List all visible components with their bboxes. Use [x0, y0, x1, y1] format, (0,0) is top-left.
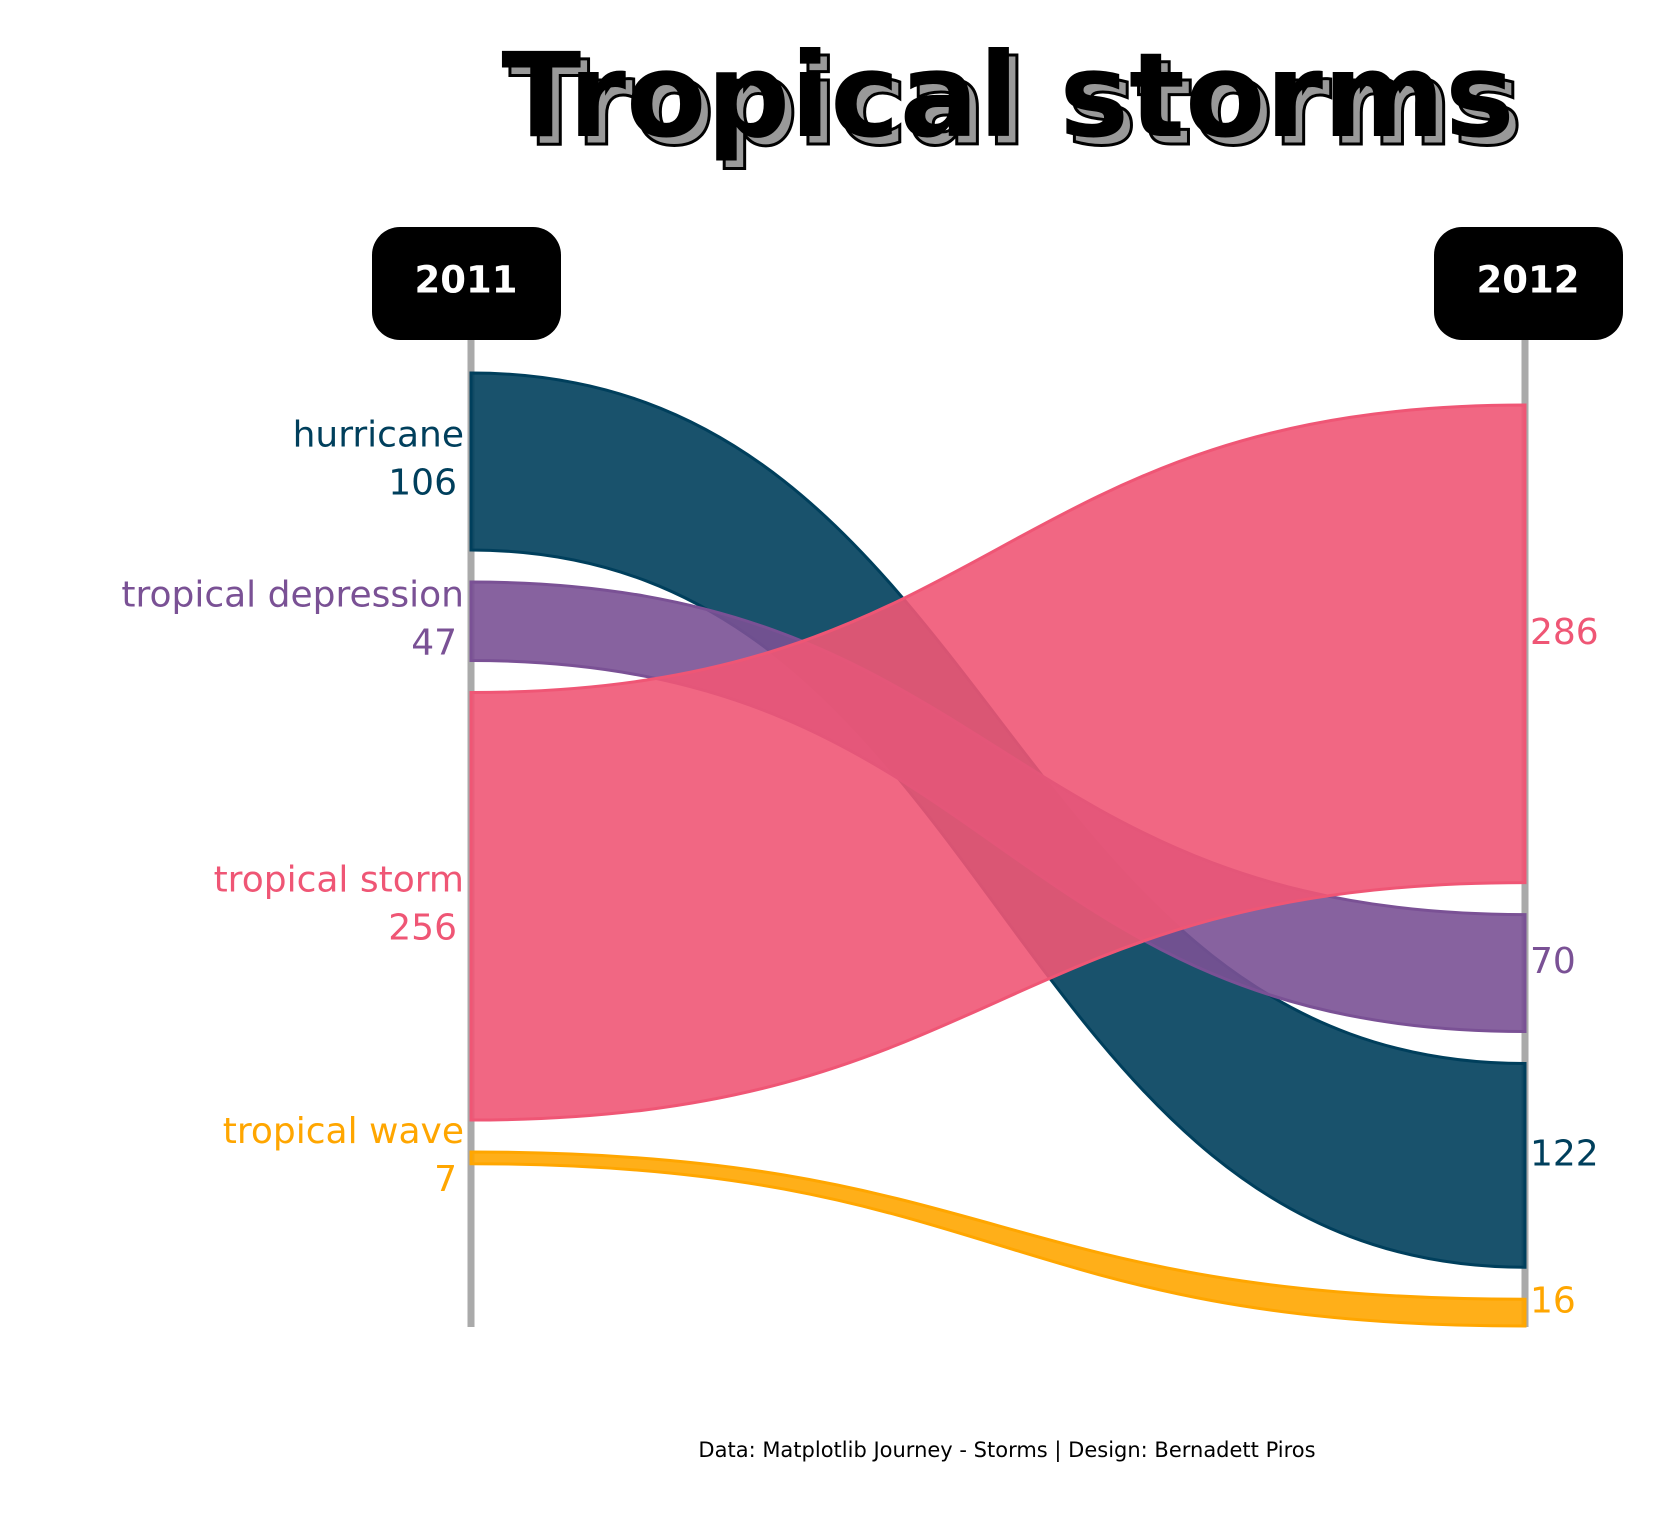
right-value-label: 70 [1530, 941, 1576, 982]
year-label: 2011 [415, 259, 518, 302]
left-category-label: tropical wave [223, 1111, 464, 1152]
year-box [1434, 227, 1623, 340]
left-category-label: tropical depression [121, 574, 464, 615]
right-value-label: 16 [1530, 1281, 1576, 1322]
year-label: 2012 [1477, 259, 1580, 302]
left-value-label: 7 [434, 1159, 457, 1200]
left-category-label: tropical storm [214, 859, 464, 900]
credit: Data: Matplotlib Journey - Storms | Desi… [698, 1438, 1315, 1463]
chart-title: Tropical storms [501, 27, 1514, 164]
left-value-label: 47 [411, 622, 457, 663]
flow [469, 403, 1527, 1122]
flows [469, 371, 1527, 1328]
right-value-label: 286 [1530, 612, 1599, 653]
right-value-label: 122 [1530, 1133, 1599, 1174]
left-category-label: hurricane [293, 415, 464, 456]
left-value-label: 106 [388, 463, 457, 504]
flow [469, 1150, 1527, 1328]
left-value-label: 256 [388, 907, 457, 948]
year-box [372, 227, 561, 340]
title-group: Tropical storms Tropical storms [501, 27, 1524, 174]
chart-title-shadow: Tropical storms [509, 35, 1522, 172]
